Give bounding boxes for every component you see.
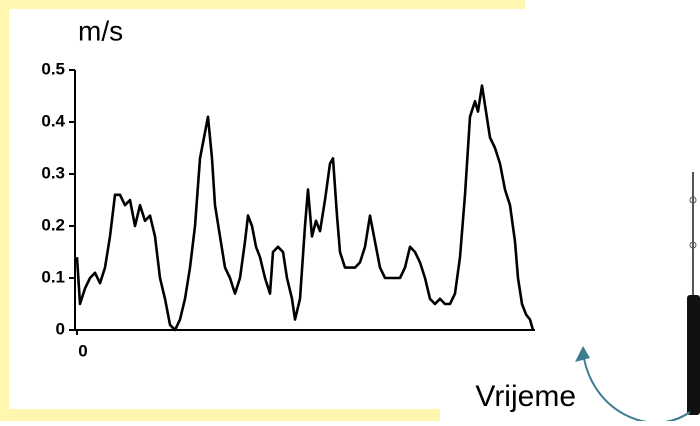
frame-bottom xyxy=(0,409,440,421)
probe xyxy=(687,172,700,415)
frame-top xyxy=(0,0,525,9)
chart: m/s Vrijeme 0 0.1 0.2 0.3 0.4 0.5 0 xyxy=(0,0,700,421)
y-tick-label: 0 xyxy=(56,319,65,338)
arrow-head xyxy=(575,346,590,362)
probe-body xyxy=(687,295,700,415)
x-tick-label: 0 xyxy=(78,341,87,360)
x-axis-label: Vrijeme xyxy=(475,380,576,413)
y-axis-label: m/s xyxy=(78,15,123,46)
frame-left xyxy=(0,0,9,421)
speed-line xyxy=(77,86,533,330)
arrow xyxy=(583,352,690,421)
y-tick-label: 0.5 xyxy=(41,59,65,78)
y-tick-label: 0.2 xyxy=(41,215,65,234)
y-tick-label: 0.3 xyxy=(41,163,65,182)
y-tick-label: 0.4 xyxy=(41,111,65,130)
y-tick-label: 0.1 xyxy=(41,267,65,286)
